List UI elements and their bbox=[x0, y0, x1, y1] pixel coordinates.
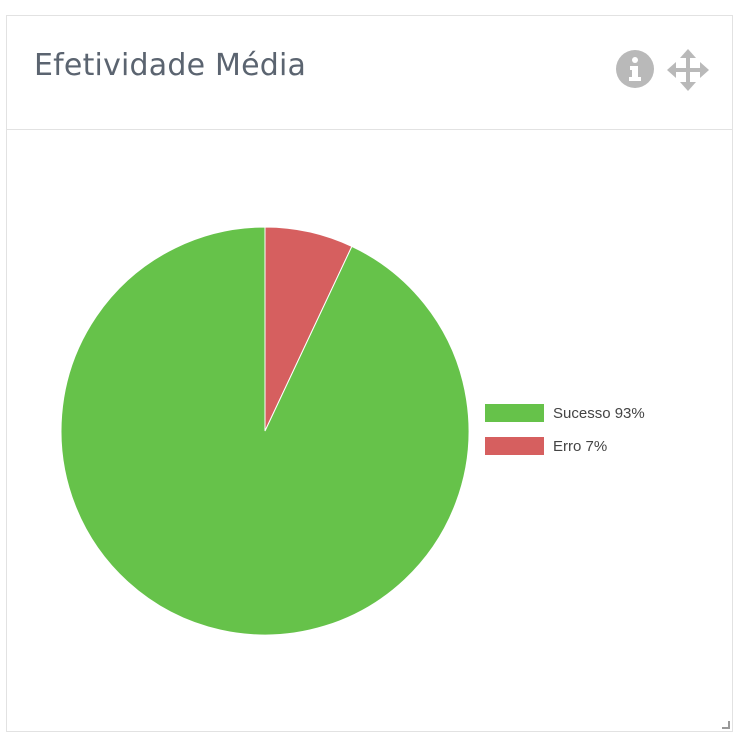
widget-title: Efetividade Média bbox=[34, 48, 307, 83]
legend-swatch-erro bbox=[485, 437, 544, 455]
move-icon[interactable] bbox=[667, 49, 709, 91]
pie-slice-sucesso[interactable] bbox=[60, 226, 470, 636]
info-icon[interactable] bbox=[615, 49, 655, 89]
resize-handle[interactable] bbox=[722, 721, 730, 729]
legend-label-erro: Erro 7% bbox=[553, 438, 607, 455]
legend-swatch-sucesso bbox=[485, 404, 544, 422]
widget-header: Efetividade Média bbox=[7, 16, 732, 130]
legend-label-sucesso: Sucesso 93% bbox=[553, 405, 645, 422]
